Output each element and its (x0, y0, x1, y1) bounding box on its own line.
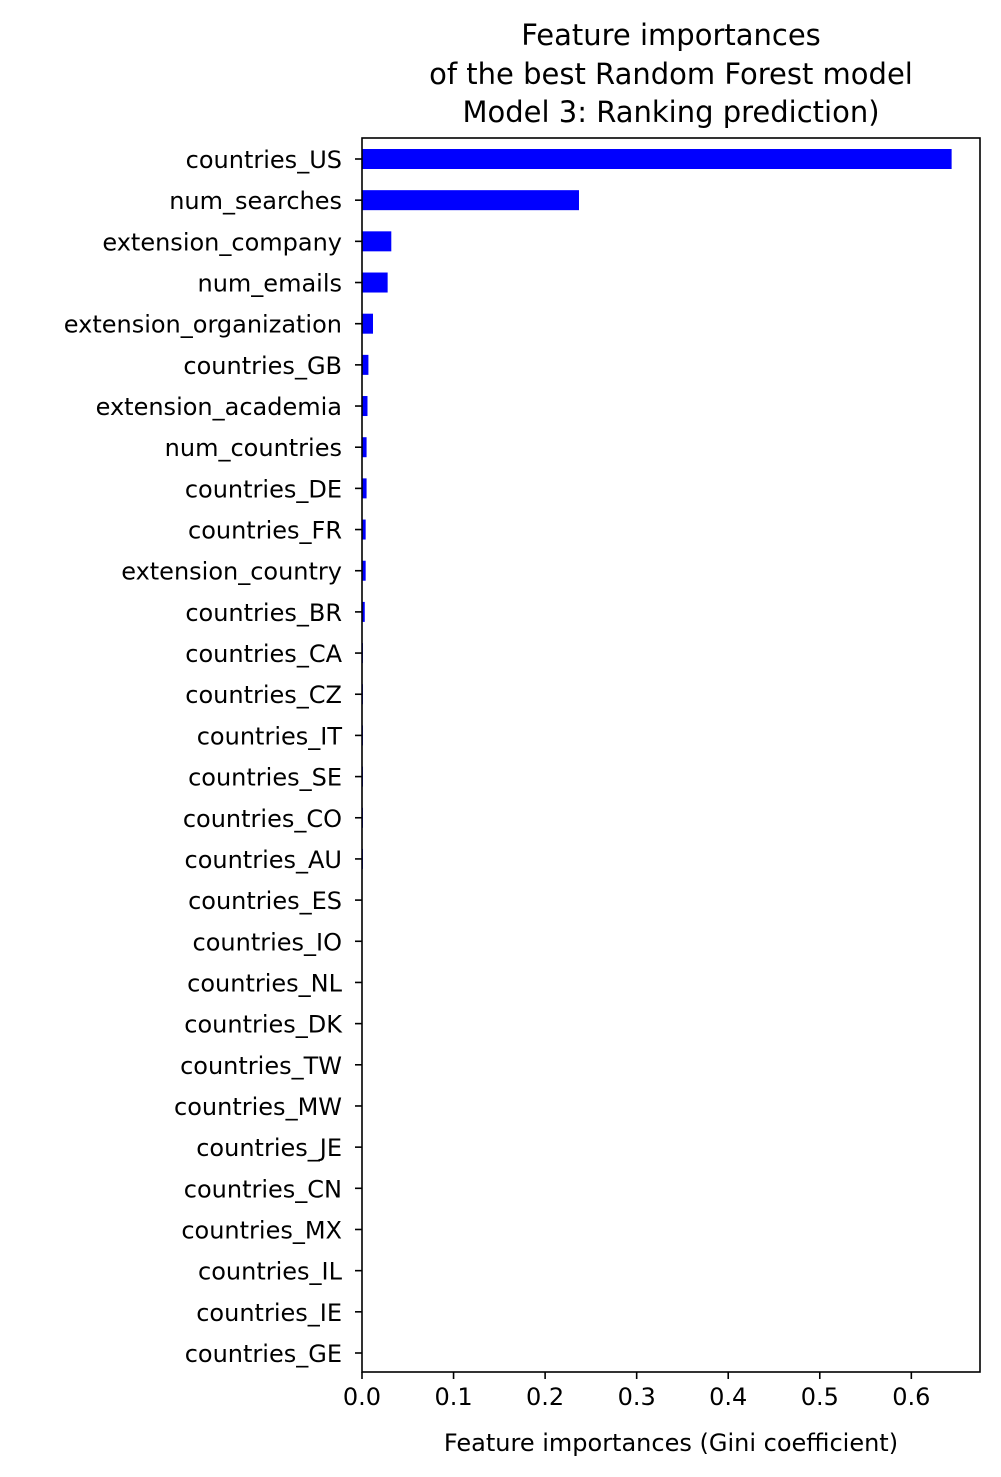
x-axis-ticks: 0.0 0.1 0.2 0.3 0.4 0.5 0.6 (343, 1372, 930, 1411)
y-tick-label: countries_CA (185, 640, 342, 668)
y-tick-label: countries_CO (183, 805, 342, 833)
y-tick-label: countries_US (186, 146, 342, 174)
plot-frame (361, 137, 981, 1373)
y-tick-label: countries_IT (197, 722, 343, 750)
x-tick-label: 0.6 (892, 1383, 930, 1411)
y-tick-label: extension_organization (64, 311, 342, 339)
y-tick-label: countries_IE (196, 1299, 342, 1327)
bar-extension_organization (362, 313, 373, 334)
y-tick-label: extension_company (102, 228, 342, 256)
y-tick-label: countries_FR (188, 517, 342, 545)
y-tick-label: countries_GB (183, 352, 342, 380)
bar-num_emails (362, 272, 388, 293)
bar-countries_FR (362, 519, 366, 540)
x-axis-label: Feature importances (Gini coefficient) (444, 1429, 898, 1457)
y-tick-label: countries_IO (193, 928, 342, 956)
x-tick-label: 0.3 (618, 1383, 656, 1411)
x-tick-label: 0.2 (526, 1383, 564, 1411)
bar-countries_BR (362, 601, 365, 622)
chart-title-line-1: Feature importances (521, 18, 821, 52)
x-tick-label: 0.5 (801, 1383, 839, 1411)
y-tick-label: countries_DE (185, 475, 342, 503)
bars-group (362, 149, 952, 1363)
y-axis-ticks: countries_US num_searches extension_compan… (64, 146, 362, 1368)
x-tick-label: 0.0 (343, 1383, 381, 1411)
bar-num_countries (362, 437, 367, 458)
y-tick-label: countries_AU (185, 846, 343, 874)
y-tick-label: countries_CN (184, 1175, 342, 1203)
y-tick-label: countries_DK (184, 1011, 343, 1039)
chart-title-line-3: Model 3: Ranking prediction) (462, 95, 879, 129)
y-tick-label: countries_TW (180, 1052, 342, 1080)
bar-countries_GB (362, 354, 369, 375)
y-tick-label: countries_MW (174, 1093, 342, 1121)
bar-extension_company (362, 231, 392, 252)
y-tick-label: countries_IL (198, 1258, 343, 1286)
bar-countries_DE (362, 478, 367, 499)
bar-countries_US (362, 149, 952, 169)
bar-num_searches (362, 190, 579, 211)
y-tick-label: countries_JE (196, 1134, 342, 1162)
y-tick-label: countries_SE (188, 764, 342, 792)
y-tick-label: extension_academia (96, 393, 342, 421)
chart-title-line-2: of the best Random Forest model (429, 57, 913, 91)
y-tick-label: countries_GE (185, 1340, 342, 1368)
y-tick-label: countries_BR (185, 599, 342, 627)
y-tick-label: countries_NL (187, 969, 342, 997)
y-tick-label: extension_country (121, 558, 342, 586)
bar-extension_country (362, 560, 366, 581)
bar-extension_academia (362, 396, 368, 417)
y-tick-label: num_searches (169, 187, 342, 215)
x-tick-label: 0.1 (434, 1383, 472, 1411)
y-tick-label: countries_CZ (185, 681, 342, 709)
y-tick-label: countries_ES (188, 887, 342, 915)
y-tick-label: num_emails (198, 270, 343, 298)
y-tick-label: countries_MX (181, 1216, 342, 1244)
y-tick-label: num_countries (165, 434, 342, 462)
x-tick-label: 0.4 (709, 1383, 747, 1411)
chart-title: Feature importances of the best Random F… (429, 18, 913, 129)
